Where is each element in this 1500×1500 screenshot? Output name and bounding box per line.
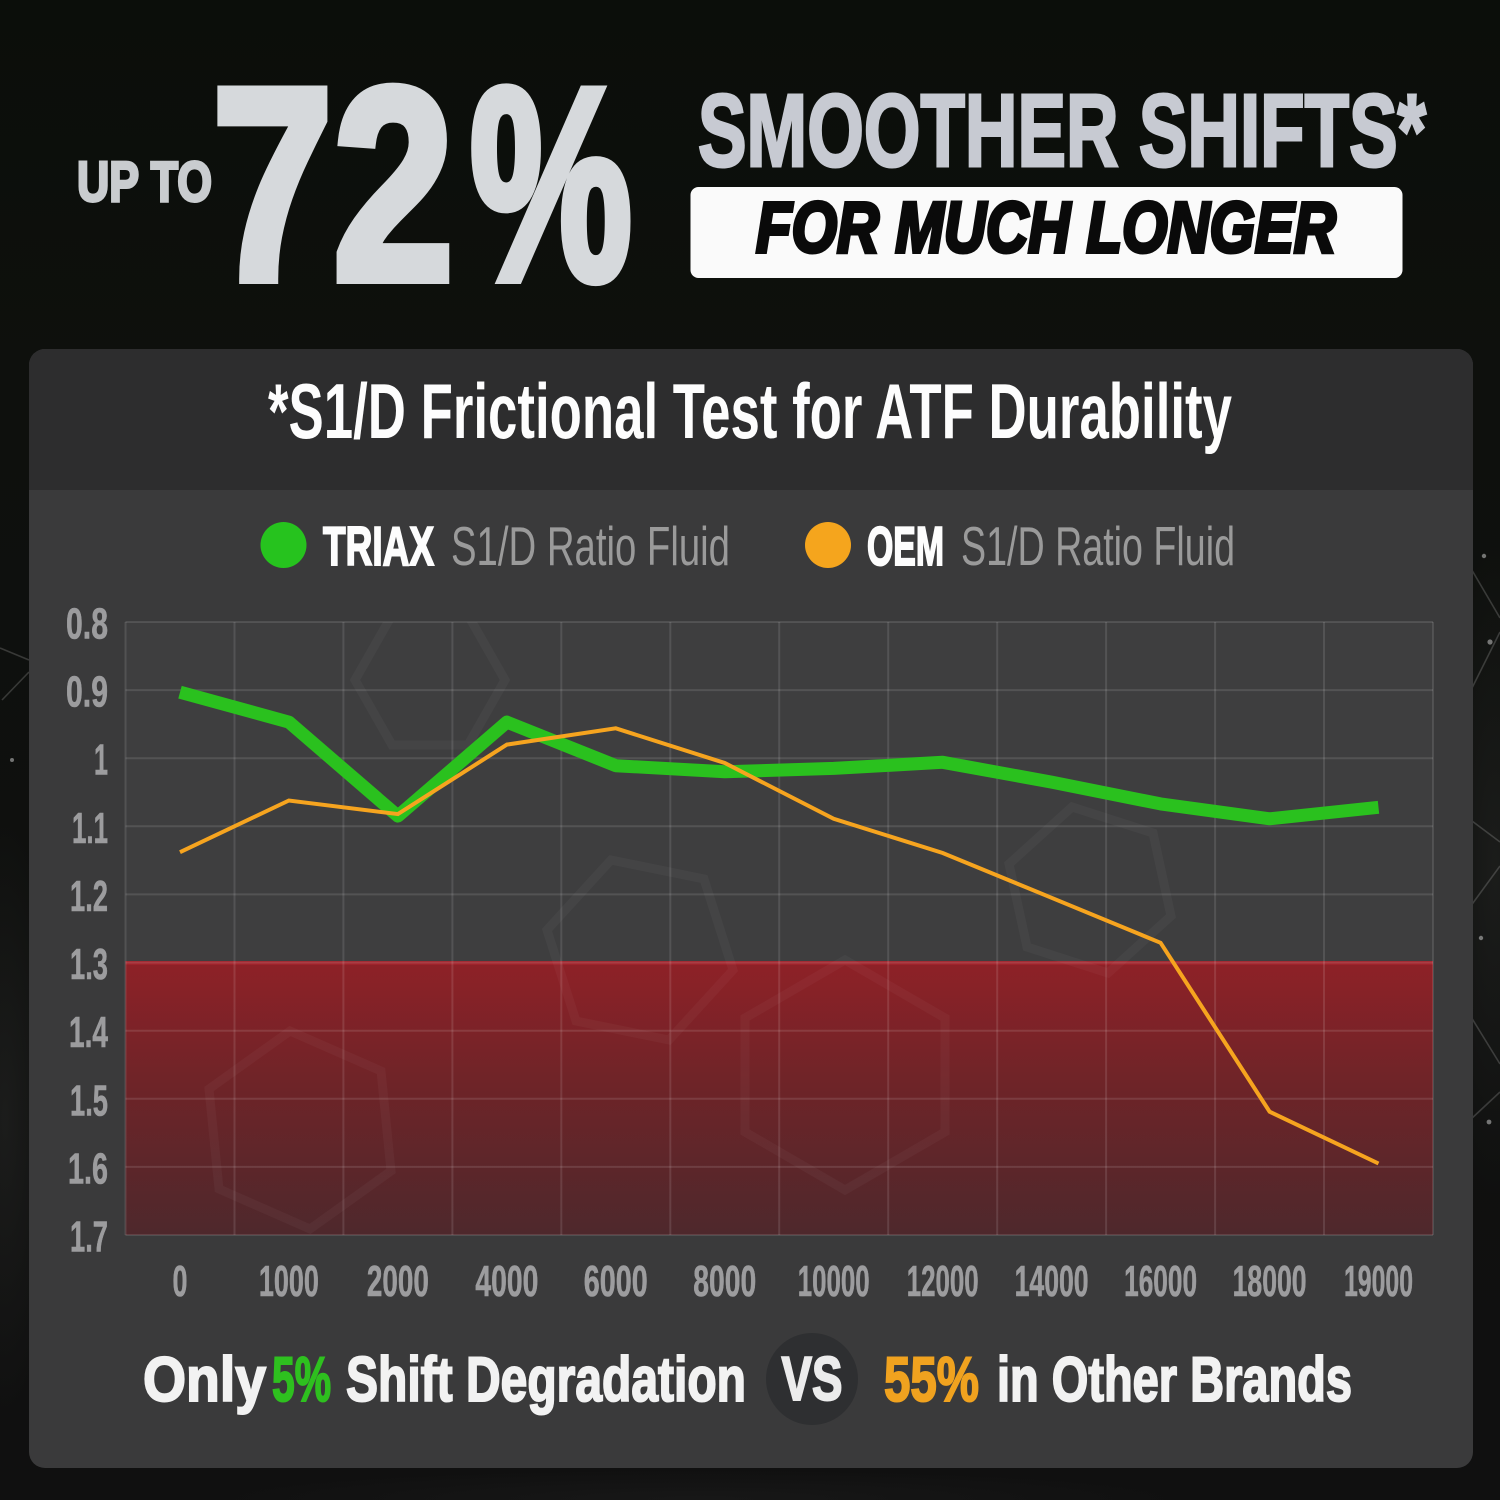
svg-text:55%: 55% bbox=[884, 1345, 979, 1415]
svg-text:Shift Degradation: Shift Degradation bbox=[346, 1345, 746, 1415]
svg-text:2000: 2000 bbox=[367, 1257, 429, 1306]
svg-text:1.6: 1.6 bbox=[68, 1144, 108, 1193]
svg-text:0.8: 0.8 bbox=[66, 600, 108, 649]
svg-text:5%: 5% bbox=[272, 1345, 331, 1415]
svg-text:TRIAX: TRIAX bbox=[323, 515, 434, 577]
svg-text:72: 72 bbox=[212, 32, 454, 338]
svg-text:%: % bbox=[470, 32, 632, 338]
svg-text:0.9: 0.9 bbox=[66, 668, 108, 717]
svg-text:1.5: 1.5 bbox=[70, 1076, 108, 1125]
svg-text:*S1/D Frictional Test for ATF: *S1/D Frictional Test for ATF Durability bbox=[268, 367, 1232, 455]
svg-text:1: 1 bbox=[94, 736, 108, 785]
svg-text:Only: Only bbox=[143, 1345, 266, 1415]
svg-text:S1/D Ratio Fluid: S1/D Ratio Fluid bbox=[451, 515, 730, 577]
svg-text:0: 0 bbox=[173, 1257, 188, 1306]
svg-text:1000: 1000 bbox=[259, 1257, 319, 1306]
svg-text:16000: 16000 bbox=[1124, 1257, 1197, 1306]
svg-text:in Other Brands: in Other Brands bbox=[997, 1345, 1352, 1415]
svg-text:12000: 12000 bbox=[907, 1257, 979, 1306]
svg-text:4000: 4000 bbox=[475, 1257, 538, 1306]
svg-text:19000: 19000 bbox=[1344, 1257, 1413, 1306]
svg-text:S1/D Ratio Fluid: S1/D Ratio Fluid bbox=[961, 515, 1235, 577]
svg-text:FOR MUCH LONGER: FOR MUCH LONGER bbox=[756, 189, 1336, 268]
svg-text:SMOOTHER SHIFTS*: SMOOTHER SHIFTS* bbox=[698, 73, 1426, 188]
svg-text:UP TO: UP TO bbox=[77, 150, 212, 214]
svg-text:8000: 8000 bbox=[693, 1257, 756, 1306]
svg-text:1.3: 1.3 bbox=[70, 940, 108, 989]
svg-text:1.2: 1.2 bbox=[70, 872, 108, 921]
svg-text:1.4: 1.4 bbox=[69, 1008, 108, 1057]
svg-text:1.7: 1.7 bbox=[70, 1213, 108, 1262]
svg-text:10000: 10000 bbox=[798, 1257, 870, 1306]
svg-text:6000: 6000 bbox=[584, 1257, 648, 1306]
svg-text:18000: 18000 bbox=[1233, 1257, 1307, 1306]
svg-text:1.1: 1.1 bbox=[72, 804, 108, 853]
svg-text:OEM: OEM bbox=[867, 515, 944, 577]
svg-text:14000: 14000 bbox=[1015, 1257, 1089, 1306]
svg-text:VS: VS bbox=[782, 1345, 843, 1414]
